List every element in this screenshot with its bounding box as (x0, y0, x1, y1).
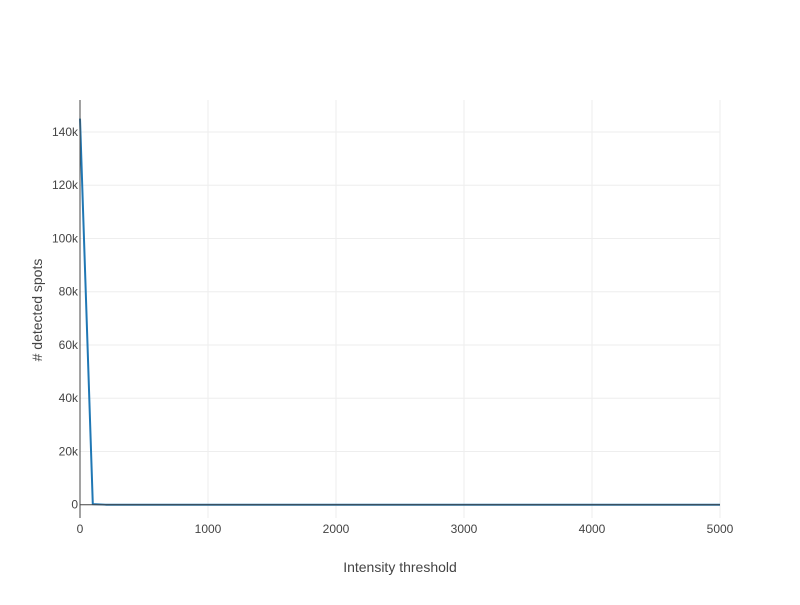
x-tick-label: 1000 (195, 522, 222, 536)
x-axis-title: Intensity threshold (343, 559, 457, 575)
y-tick-label: 120k (52, 178, 79, 192)
series-layer (79, 118, 720, 506)
x-tick-label: 4000 (579, 522, 606, 536)
tick-labels: 0 1000 2000 3000 4000 5000 0 20k 40k 60k 80k 100k 12… (52, 125, 734, 536)
x-tick-label: 0 (77, 522, 84, 536)
grid (80, 100, 721, 518)
x-tick-label: 5000 (707, 522, 734, 536)
y-tick-label: 140k (52, 125, 79, 139)
y-tick-label: 60k (59, 338, 79, 352)
x-tick-label: 2000 (323, 522, 350, 536)
y-axis-title: # detected spots (29, 259, 45, 362)
axes (79, 100, 720, 518)
x-tick-label: 3000 (451, 522, 478, 536)
y-tick-label: 0 (71, 498, 78, 512)
y-tick-label: 80k (59, 285, 79, 299)
series-line (79, 118, 720, 506)
y-tick-label: 40k (59, 391, 79, 405)
y-tick-label: 100k (52, 231, 79, 245)
y-tick-label: 20k (59, 444, 79, 458)
